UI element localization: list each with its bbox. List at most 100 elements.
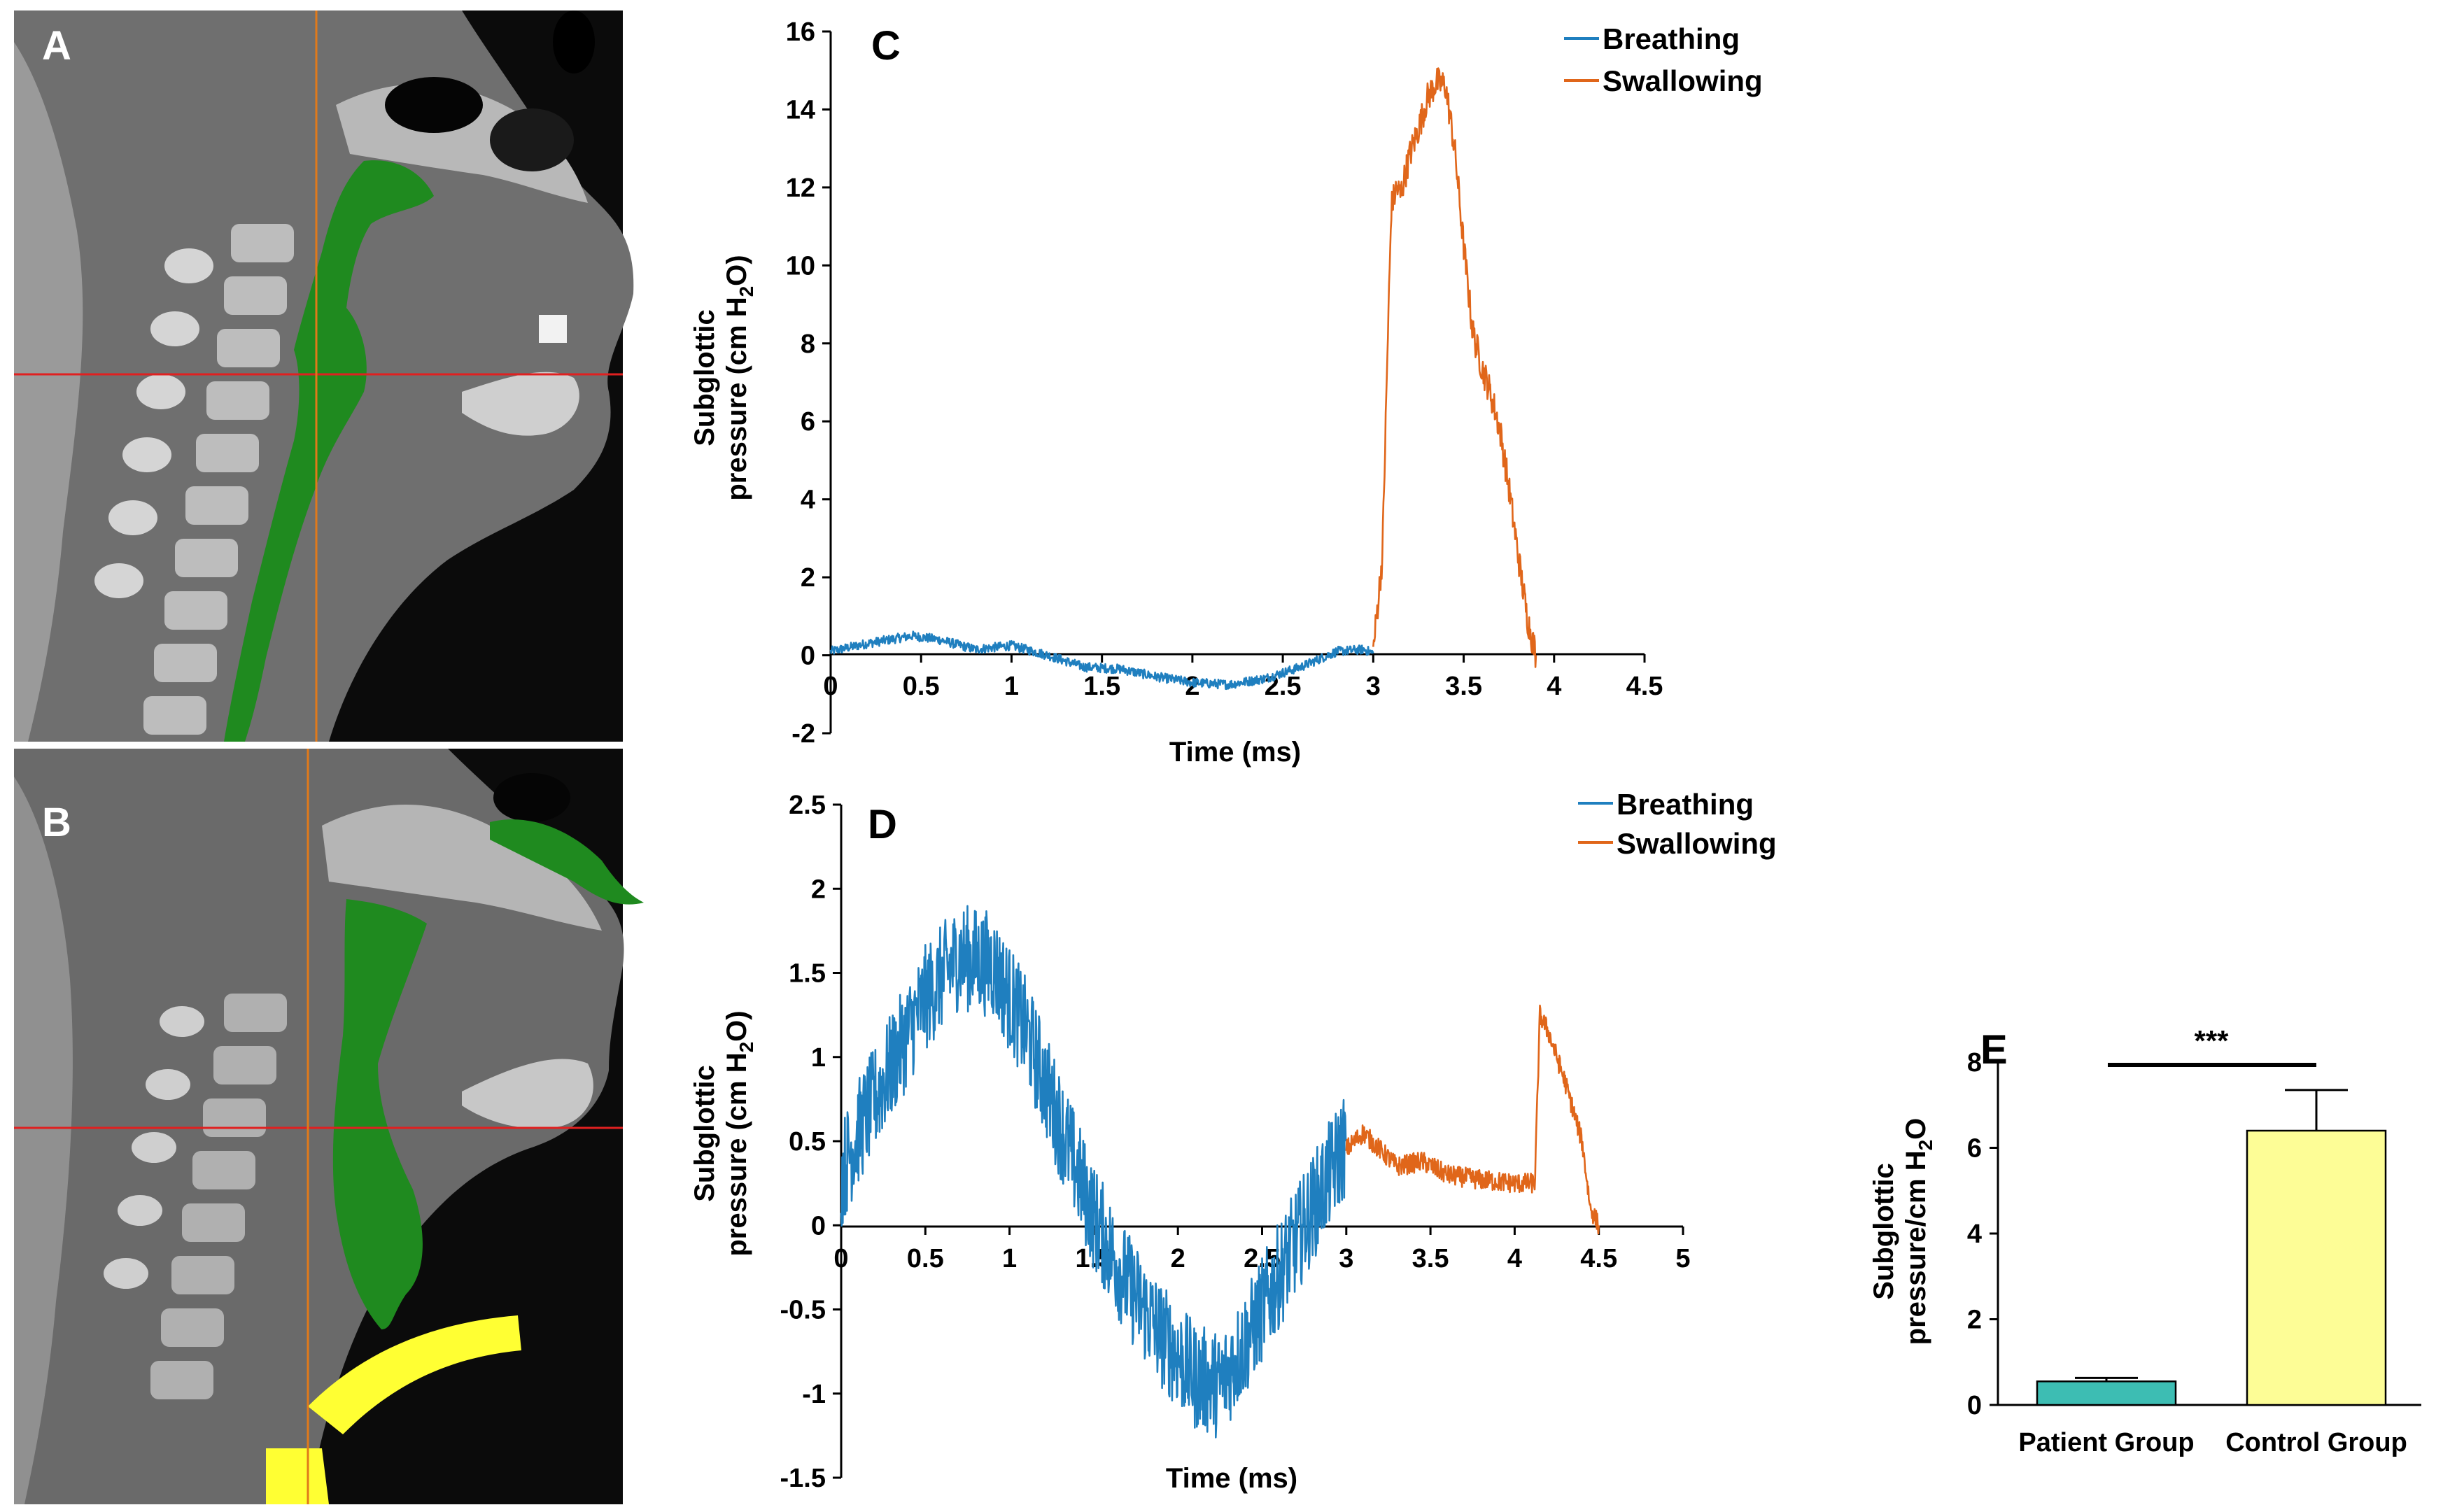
chart-e-y-ticks: 0 2 4 6 8 (1967, 1048, 1998, 1420)
chart-d-y-axis-title-line2: pressure (cm H2O) (721, 1010, 757, 1256)
chart-d-series-swallowing (1345, 1004, 1600, 1235)
panel-a-label: A (42, 23, 71, 69)
chart-d-x-tick-label: 0.5 (907, 1244, 944, 1273)
chart-c-y-tick-label: 16 (786, 17, 815, 47)
chart-c-x-tick-label: 3.5 (1445, 672, 1482, 701)
chart-c-series (829, 67, 1537, 691)
chart-c-x-tick-label: 1 (1004, 672, 1019, 701)
chart-d-y-tick-label: 2.5 (789, 791, 826, 820)
chart-e-y-axis-title-line2: pressure/cm H2O (1901, 1118, 1936, 1345)
panel-b-jaw (462, 1059, 593, 1129)
chart-e-bar-control (2246, 1129, 2387, 1406)
panel-a-vertebrae (143, 224, 294, 735)
chart-c-y-tick-label: 10 (786, 251, 815, 281)
chart-e-y-tick-label: 4 (1967, 1220, 1982, 1249)
chart-d-legend: Breathing Swallowing (1578, 788, 1777, 860)
chart-e-y-tick-label: 6 (1967, 1134, 1982, 1164)
chart-c-legend-breathing-label: Breathing (1603, 22, 1740, 55)
chart-c-y-tick-label: -2 (791, 719, 815, 749)
chart-c-y-tick-label: 6 (801, 407, 815, 437)
chart-c-y-axis-title: Subglottic pressure (cm H2O) (689, 255, 757, 500)
chart-c-series-swallowing (1372, 67, 1537, 668)
chart-c-x-tick-label: 0.5 (903, 672, 940, 701)
chart-c-y-ticks: -2 0 2 4 6 8 10 12 14 16 (786, 17, 831, 749)
chart-d-y-tick-label: 2 (811, 875, 826, 904)
chart-d-series (840, 905, 1600, 1439)
chart-d-x-tick-label: 0 (833, 1244, 848, 1273)
panel-b-spinous-processes (104, 1006, 204, 1289)
chart-e-y-tick-label: 0 (1967, 1391, 1982, 1420)
chart-d-y-tick-label: -1 (802, 1380, 826, 1409)
panel-b-yellow-device-base (266, 1448, 329, 1504)
chart-d-x-tick-label: 1 (1002, 1244, 1017, 1273)
chart-e-x-labels: Patient Group Control Group (2018, 1428, 2407, 1457)
chart-d-y-axis-title: Subglottic pressure (cm H2O) (689, 1010, 757, 1256)
chart-c-legend-swallowing-label: Swallowing (1603, 64, 1763, 97)
panel-a-jaw (462, 372, 579, 436)
chart-c-y-axis-title-line1: Subglottic (689, 309, 720, 446)
chart-c: -2 0 2 4 6 8 10 12 14 16 0 0.5 1 1.5 2 2.5 3 3.5 4 4.5 C T… (689, 17, 1763, 768)
chart-c-y-tick-label: 4 (801, 486, 815, 515)
chart-e-y-tick-label: 2 (1967, 1306, 1982, 1335)
chart-c-y-tick-label: 2 (801, 563, 815, 593)
chart-d-x-tick-label: 3.5 (1412, 1244, 1449, 1273)
chart-c-x-tick-label: 4 (1547, 672, 1561, 701)
panel-b-nasal-bone (322, 805, 602, 931)
panel-b: B (14, 749, 644, 1504)
chart-c-x-tick-label: 4.5 (1626, 672, 1663, 701)
chart-c-x-tick-label: 0 (823, 672, 838, 701)
panel-a-nasal-cavity (490, 108, 574, 171)
panel-a-orbit (553, 10, 595, 73)
panel-b-airway-mask (332, 899, 427, 1329)
chart-e-category-label: Patient Group (2018, 1428, 2194, 1457)
chart-c-y-tick-label: 14 (786, 95, 815, 125)
panel-b-yellow-device (308, 1315, 521, 1434)
chart-c-y-tick-label: 12 (786, 174, 815, 203)
chart-c-x-axis-title: Time (ms) (1169, 737, 1301, 768)
chart-c-series-breathing (829, 630, 1374, 691)
panel-a-tooth (539, 315, 567, 343)
chart-c-x-tick-label: 1.5 (1083, 672, 1120, 701)
chart-c-x-tick-label: 2.5 (1265, 672, 1302, 701)
chart-d-y-tick-label: 0 (811, 1211, 826, 1241)
chart-d-x-tick-label: 2 (1171, 1244, 1185, 1273)
panel-b-orbit (493, 773, 570, 822)
chart-d-y-tick-label: 1.5 (789, 959, 826, 989)
chart-d: -1.5 -1 -0.5 0 0.5 1 1.5 2 2.5 0 0.5 1 1.5 2 2.5 3 3.5 4… (689, 788, 1777, 1494)
panel-a-airway-mask (224, 160, 434, 742)
chart-d-x-tick-label: 4 (1507, 1244, 1522, 1273)
panel-a-spinous-processes (94, 248, 213, 598)
chart-d-x-tick-label: 4.5 (1580, 1244, 1617, 1273)
chart-e-panel-label: E (1980, 1027, 2008, 1073)
chart-d-y-tick-label: -1.5 (780, 1464, 826, 1493)
chart-e-y-tick-label: 8 (1967, 1048, 1982, 1078)
chart-d-y-tick-label: -0.5 (780, 1296, 826, 1325)
chart-c-x-tick-label: 3 (1366, 672, 1381, 701)
chart-d-y-tick-label: 0.5 (789, 1127, 826, 1157)
panel-a: A (14, 10, 634, 742)
chart-d-panel-label: D (868, 802, 897, 847)
chart-e-significance-marker: *** (2194, 1024, 2229, 1057)
chart-d-x-tick-label: 3 (1339, 1244, 1353, 1273)
panel-b-nasal-mask (490, 819, 644, 905)
panel-a-sinus (385, 77, 483, 133)
chart-d-x-axis-title: Time (ms) (1166, 1463, 1297, 1494)
panel-b-skull-rim (14, 777, 73, 1504)
chart-e: 0 2 4 6 8 Patient Group Control Group E Subgl… (1868, 1024, 2421, 1457)
chart-c-x-ticks: 0 0.5 1 1.5 2 2.5 3 3.5 4 4.5 (823, 654, 1663, 701)
chart-c-y-tick-label: 8 (801, 330, 815, 359)
panel-b-label: B (42, 800, 71, 845)
chart-d-x-tick-label: 5 (1675, 1244, 1690, 1273)
chart-e-category-label: Control Group (2225, 1428, 2407, 1457)
chart-e-bars (2036, 1089, 2387, 1406)
chart-d-y-ticks: -1.5 -1 -0.5 0 0.5 1 1.5 2 2.5 (780, 791, 841, 1493)
chart-e-y-axis-title: Subglottic pressure/cm H2O (1868, 1118, 1936, 1345)
chart-d-y-axis-title-line1: Subglottic (689, 1065, 720, 1202)
chart-d-series-breathing (840, 905, 1348, 1439)
chart-e-y-axis-title-line1: Subglottic (1868, 1163, 1899, 1300)
chart-c-y-axis-title-line2: pressure (cm H2O) (721, 255, 757, 500)
chart-d-y-tick-label: 1 (811, 1043, 826, 1073)
chart-e-bar-patient (2036, 1380, 2177, 1406)
chart-c-panel-label: C (871, 23, 901, 69)
